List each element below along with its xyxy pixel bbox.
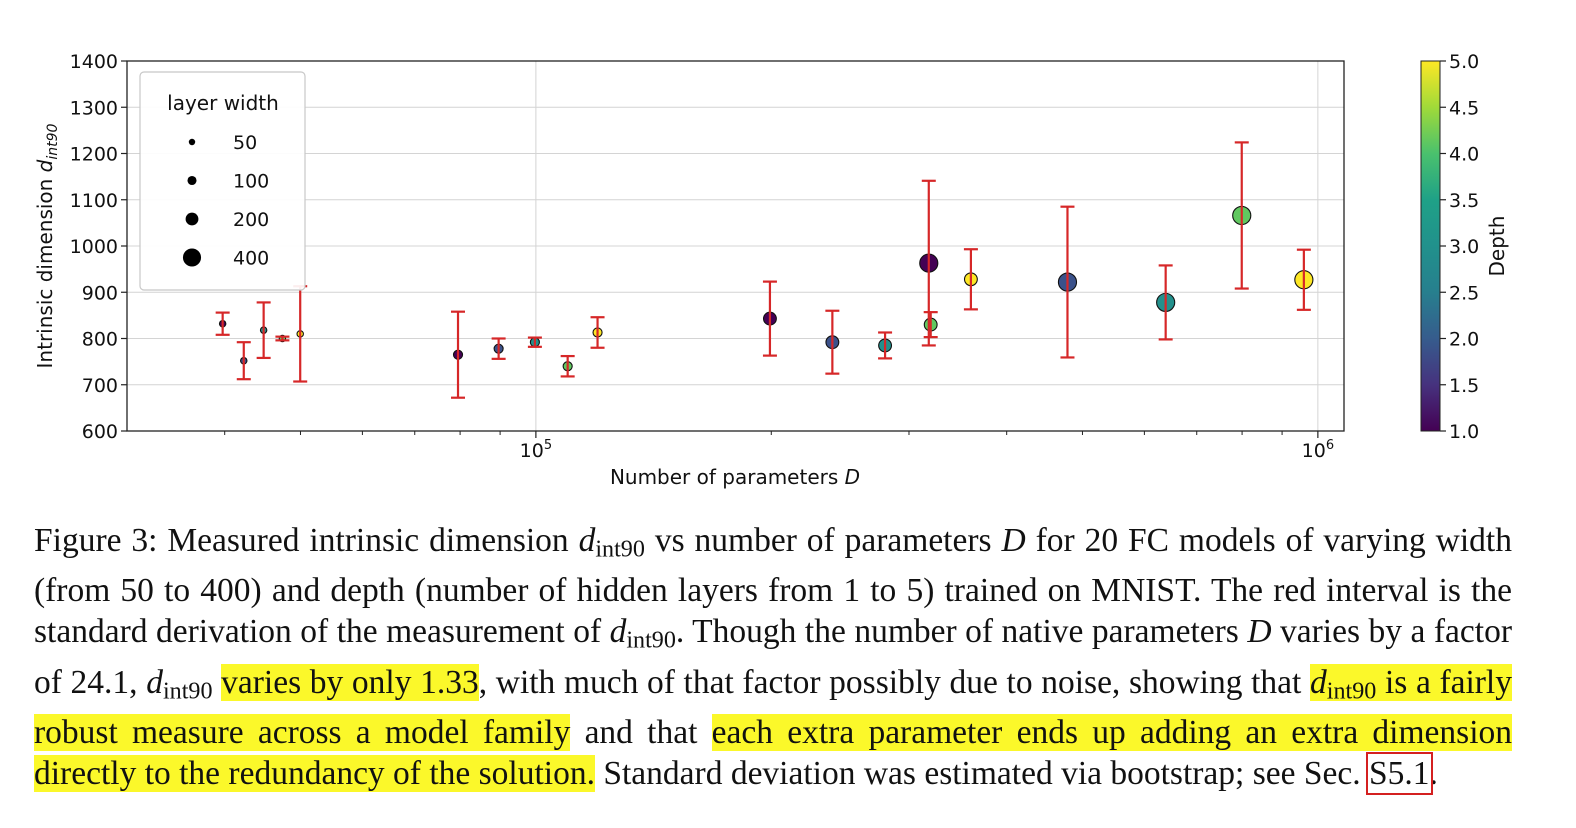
- legend-marker-100: [187, 175, 197, 186]
- data-point-3: [256, 301, 271, 360]
- legend-label-400: 400: [233, 248, 269, 270]
- legend-marker-400: [182, 248, 202, 267]
- data-point-11: [762, 280, 777, 357]
- legend-title: layer width: [167, 91, 279, 115]
- data-point-14: [923, 311, 938, 339]
- x-axis-label: Number of parameters D: [610, 465, 860, 489]
- y-tick-label: 1100: [70, 190, 118, 212]
- data-point-8: [527, 336, 542, 348]
- data-point-20: [1294, 248, 1314, 311]
- legend-label-200: 200: [233, 209, 269, 231]
- legend-entries: 50 100 200 400: [182, 132, 269, 270]
- data-point-1: [215, 311, 230, 336]
- colorbar: 1.0 1.5 2.0 2.5 3.0 3.5 4.0 4.5 5.0 Depth: [1420, 51, 1509, 443]
- data-point-13: [878, 331, 893, 360]
- y-tick-label: 1400: [70, 51, 118, 73]
- colorbar-tick-label: 4.0: [1449, 144, 1479, 166]
- x-tick-label: 105: [520, 438, 552, 462]
- legend-label-100: 100: [233, 171, 269, 193]
- caption-figure-label: Figure 3:: [34, 522, 158, 559]
- legend-label-50: 50: [233, 132, 257, 154]
- y-axis-ticks: 600 700 800 900 1000 1100 1200 1300 1400: [70, 51, 127, 443]
- data-points: [215, 141, 1314, 399]
- colorbar-tick-label: 3.0: [1449, 236, 1479, 258]
- colorbar-tick-label: 5.0: [1449, 51, 1479, 73]
- colorbar-tick-label: 4.5: [1449, 97, 1479, 119]
- caption-highlight-1: varies by only 1.33: [221, 663, 479, 701]
- colorbar-tick-label: 1.0: [1449, 421, 1479, 443]
- figure-caption: Figure 3: Measured intrinsic dimension d…: [34, 522, 1513, 795]
- data-point-7: [491, 337, 506, 360]
- colorbar-gradient: [1420, 60, 1441, 432]
- data-point-4: [275, 334, 290, 343]
- colorbar-tick-label: 2.5: [1449, 282, 1479, 304]
- y-tick-label: 1200: [70, 144, 118, 166]
- grid-lines: [127, 60, 1344, 432]
- colorbar-ticks: 1.0 1.5 2.0 2.5 3.0 3.5 4.0 4.5 5.0: [1440, 51, 1479, 443]
- data-point-17: [1057, 205, 1078, 359]
- colorbar-label: Depth: [1485, 216, 1509, 277]
- legend-marker-200: [185, 212, 199, 226]
- legend: layer width 50 100 200 400: [139, 71, 306, 291]
- legend-marker-50: [188, 138, 196, 146]
- x-axis-ticks: 105 106: [520, 431, 1334, 462]
- data-point-15: [963, 248, 978, 311]
- x-tick-label: 106: [1302, 438, 1334, 462]
- y-tick-label: 800: [82, 329, 118, 351]
- data-point-6: [451, 310, 466, 399]
- data-point-19: [1232, 141, 1252, 290]
- data-point-16: [919, 179, 939, 347]
- y-tick-label: 700: [82, 375, 118, 397]
- y-tick-label: 600: [82, 421, 118, 443]
- y-tick-label: 1000: [70, 236, 118, 258]
- colorbar-tick-label: 1.5: [1449, 375, 1479, 397]
- y-tick-label: 1300: [70, 97, 118, 119]
- legend-box: [139, 71, 306, 291]
- colorbar-tick-label: 3.5: [1449, 190, 1479, 212]
- y-tick-label: 900: [82, 282, 118, 304]
- y-axis-label: Intrinsic dimension dint90: [33, 123, 61, 368]
- data-point-12: [825, 309, 840, 375]
- data-point-18: [1156, 264, 1176, 341]
- section-reference-link[interactable]: S5.1: [1366, 751, 1433, 795]
- data-point-10: [590, 316, 605, 349]
- colorbar-tick-label: 2.0: [1449, 329, 1479, 351]
- minor-ticks: [224, 431, 1283, 435]
- data-point-5: [293, 285, 308, 383]
- data-point-9: [560, 354, 575, 378]
- data-point-2: [236, 341, 251, 381]
